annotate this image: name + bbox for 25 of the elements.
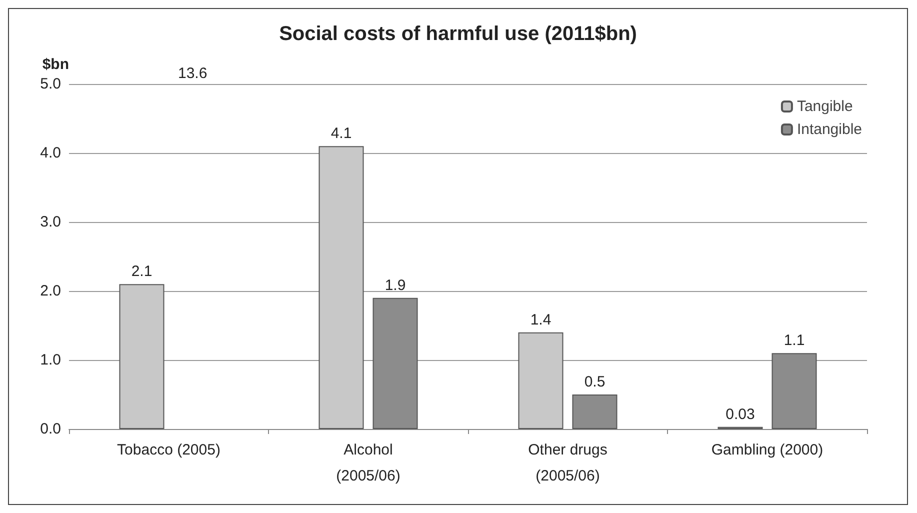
bar bbox=[318, 146, 364, 429]
y-tick-label: 4.0 bbox=[40, 144, 61, 162]
y-tick-label: 3.0 bbox=[40, 214, 61, 230]
y-axis-title: $bn bbox=[42, 56, 69, 73]
data-label: 4.1 bbox=[330, 125, 352, 142]
data-label: 0.5 bbox=[584, 374, 606, 390]
y-tick-label: 1.0 bbox=[40, 352, 61, 368]
y-tick-label: 0.0 bbox=[40, 420, 61, 438]
bar bbox=[119, 284, 164, 429]
legend-label: Intangible bbox=[796, 121, 862, 138]
data-label: 0.03 bbox=[726, 406, 755, 423]
x-tick-label: Gambling (2000) bbox=[711, 442, 824, 458]
bar bbox=[518, 332, 564, 429]
y-tick-label: 2.0 bbox=[40, 282, 61, 300]
text: 13.6 bbox=[178, 65, 208, 82]
x-tick-label: Tobacco (2005) bbox=[117, 442, 220, 458]
chart-title: Social costs of harmful use (2011$bn) bbox=[279, 23, 637, 45]
data-label: 2.1 bbox=[131, 263, 152, 280]
x-tick-label: Other drugs (2005/06) bbox=[528, 442, 608, 484]
legend-label: Tangible bbox=[796, 98, 853, 115]
y-tick-label: 5.0 bbox=[40, 76, 61, 92]
data-label: 1.9 bbox=[384, 276, 406, 294]
data-label: 1.4 bbox=[530, 311, 552, 328]
x-tick-label: Alcohol (2005/06) bbox=[336, 442, 400, 484]
data-label: 1.1 bbox=[784, 332, 805, 350]
